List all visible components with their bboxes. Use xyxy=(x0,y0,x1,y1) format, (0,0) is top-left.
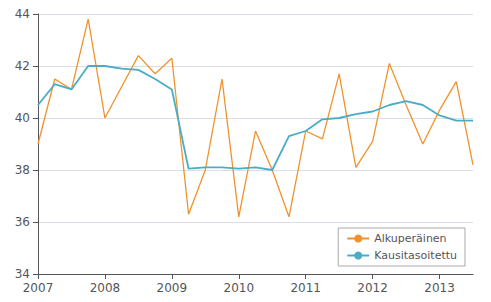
svg-text:2009: 2009 xyxy=(157,281,188,295)
svg-text:2013: 2013 xyxy=(424,281,455,295)
svg-text:Kausitasoitettu: Kausitasoitettu xyxy=(374,249,457,262)
svg-text:44: 44 xyxy=(15,7,30,21)
svg-text:Alkuperäinen: Alkuperäinen xyxy=(374,232,446,245)
svg-text:2008: 2008 xyxy=(90,281,121,295)
svg-text:2012: 2012 xyxy=(357,281,388,295)
svg-text:34: 34 xyxy=(15,267,30,281)
svg-text:2010: 2010 xyxy=(223,281,254,295)
svg-text:40: 40 xyxy=(15,111,30,125)
svg-text:42: 42 xyxy=(15,59,30,73)
svg-text:2011: 2011 xyxy=(290,281,321,295)
svg-text:36: 36 xyxy=(15,215,30,229)
svg-text:38: 38 xyxy=(15,163,30,177)
svg-text:2007: 2007 xyxy=(23,281,54,295)
